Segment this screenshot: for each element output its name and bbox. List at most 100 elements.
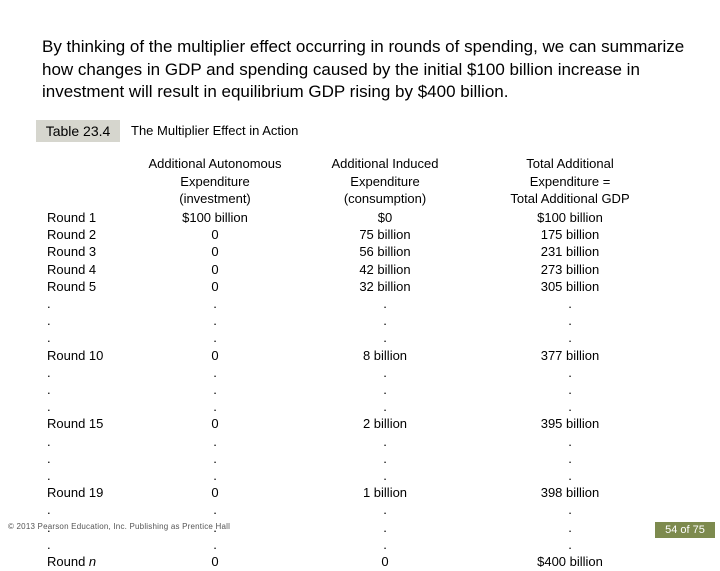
- round-cell: Round 1: [47, 210, 97, 225]
- induced-cell: .: [383, 364, 387, 380]
- round-cell: .: [47, 382, 51, 397]
- autonomous-cell: .: [213, 468, 217, 483]
- total-cell: .: [568, 399, 572, 415]
- induced-cell: .: [383, 536, 387, 552]
- round-cell: .: [47, 330, 51, 346]
- total-cell: .: [568, 450, 572, 466]
- induced-cell: 42 billion: [359, 261, 411, 277]
- intro-paragraph: By thinking of the multiplier effect occ…: [42, 37, 685, 101]
- autonomous-cell: .: [213, 382, 217, 397]
- header-total-gdp: Total Additional Expenditure = Total Add…: [490, 155, 650, 208]
- autonomous-cell: .: [213, 313, 217, 329]
- total-cell: 273 billion: [540, 261, 600, 277]
- autonomous-cell: .: [213, 399, 217, 415]
- total-cell: .: [568, 519, 572, 535]
- autonomous-cell: .: [213, 536, 217, 552]
- round-cell: .: [47, 450, 51, 466]
- total-cell: 395 billion: [540, 416, 600, 432]
- induced-cell: .: [383, 382, 387, 397]
- induced-cell: .: [383, 468, 387, 483]
- total-cell: 231 billion: [540, 244, 600, 260]
- autonomous-cell: 0: [211, 261, 219, 277]
- round-cell: Round 3: [47, 244, 97, 260]
- induced-cell: 56 billion: [359, 244, 411, 260]
- total-cell: 305 billion: [540, 278, 600, 294]
- autonomous-cell: .: [213, 502, 217, 518]
- induced-cell: .: [383, 296, 387, 311]
- autonomous-cell: .: [213, 296, 217, 311]
- table-number-label: Table 23.4: [36, 120, 120, 142]
- table-title: The Multiplier Effect in Action: [131, 123, 299, 138]
- autonomous-cell: .: [213, 364, 217, 380]
- page-indicator: 54 of 75: [655, 522, 715, 538]
- round-cell: Round 10: [47, 347, 104, 363]
- total-cell: .: [568, 296, 572, 311]
- header-line: (investment): [179, 191, 251, 206]
- round-cell: .: [47, 433, 51, 449]
- header-line: Total Additional GDP: [510, 191, 630, 206]
- autonomous-cell: .: [213, 450, 217, 466]
- total-cell: $100 billion: [537, 210, 603, 225]
- round-cell: .: [47, 536, 51, 552]
- round-cell: .: [47, 296, 51, 311]
- total-cell: .: [568, 330, 572, 346]
- round-cell: .: [47, 519, 51, 535]
- total-cell: .: [568, 536, 572, 552]
- induced-cell: .: [383, 330, 387, 346]
- total-cell: .: [568, 433, 572, 449]
- header-line: Total Additional: [526, 156, 614, 171]
- copyright-footer: © 2013 Pearson Education, Inc. Publishin…: [8, 522, 231, 531]
- header-line: Expenditure: [180, 173, 250, 189]
- total-cell: .: [568, 468, 572, 483]
- round-cell: Round 5: [47, 278, 97, 294]
- autonomous-cell: 0: [211, 347, 219, 363]
- header-line: Additional Induced: [331, 156, 439, 171]
- induced-cell: 1 billion: [362, 485, 408, 501]
- round-cell: .: [47, 502, 51, 518]
- total-cell: .: [568, 502, 572, 518]
- autonomous-cell: 0: [211, 416, 219, 432]
- round-cell: Round n: [47, 554, 97, 569]
- induced-cell: 2 billion: [362, 416, 408, 432]
- header-line: Expenditure: [350, 173, 420, 189]
- autonomous-cell: 0: [211, 278, 219, 294]
- round-cell: .: [47, 399, 51, 415]
- autonomous-cell: 0: [211, 485, 219, 501]
- total-cell: 175 billion: [540, 227, 600, 243]
- autonomous-cell: $100 billion: [182, 210, 248, 225]
- round-cell: .: [47, 364, 51, 380]
- round-cell: Round 15: [47, 416, 104, 432]
- round-cell: .: [47, 313, 51, 329]
- induced-cell: .: [383, 313, 387, 329]
- total-cell: 398 billion: [540, 485, 600, 501]
- total-cell: 377 billion: [540, 347, 600, 363]
- total-cell: .: [568, 382, 572, 397]
- header-induced-expenditure: Additional Induced Expenditure (consumpt…: [310, 155, 460, 208]
- round-cell: Round 4: [47, 261, 97, 277]
- autonomous-cell: 0: [211, 227, 219, 243]
- autonomous-cell: 0: [211, 244, 219, 260]
- autonomous-cell: .: [213, 330, 217, 346]
- induced-cell: .: [383, 399, 387, 415]
- induced-cell: 32 billion: [359, 278, 411, 294]
- header-line: (consumption): [343, 191, 427, 206]
- round-cell: .: [47, 468, 51, 483]
- header-line: Expenditure =: [529, 173, 611, 189]
- total-cell: .: [568, 313, 572, 329]
- autonomous-cell: .: [213, 433, 217, 449]
- header-autonomous-expenditure: Additional Autonomous Expenditure (inves…: [132, 155, 298, 208]
- induced-cell: 8 billion: [362, 347, 408, 363]
- round-cell: Round 19: [47, 485, 104, 501]
- induced-cell: .: [383, 502, 387, 518]
- induced-cell: .: [383, 519, 387, 535]
- induced-cell: $0: [377, 210, 393, 225]
- round-cell: Round 2: [47, 227, 97, 243]
- induced-cell: 0: [381, 554, 389, 569]
- autonomous-cell: 0: [211, 554, 219, 569]
- header-line: Additional Autonomous: [148, 156, 282, 171]
- total-cell: .: [568, 364, 572, 380]
- total-cell: $400 billion: [537, 554, 603, 569]
- induced-cell: 75 billion: [359, 227, 411, 243]
- induced-cell: .: [383, 450, 387, 466]
- autonomous-cell: .: [213, 519, 217, 535]
